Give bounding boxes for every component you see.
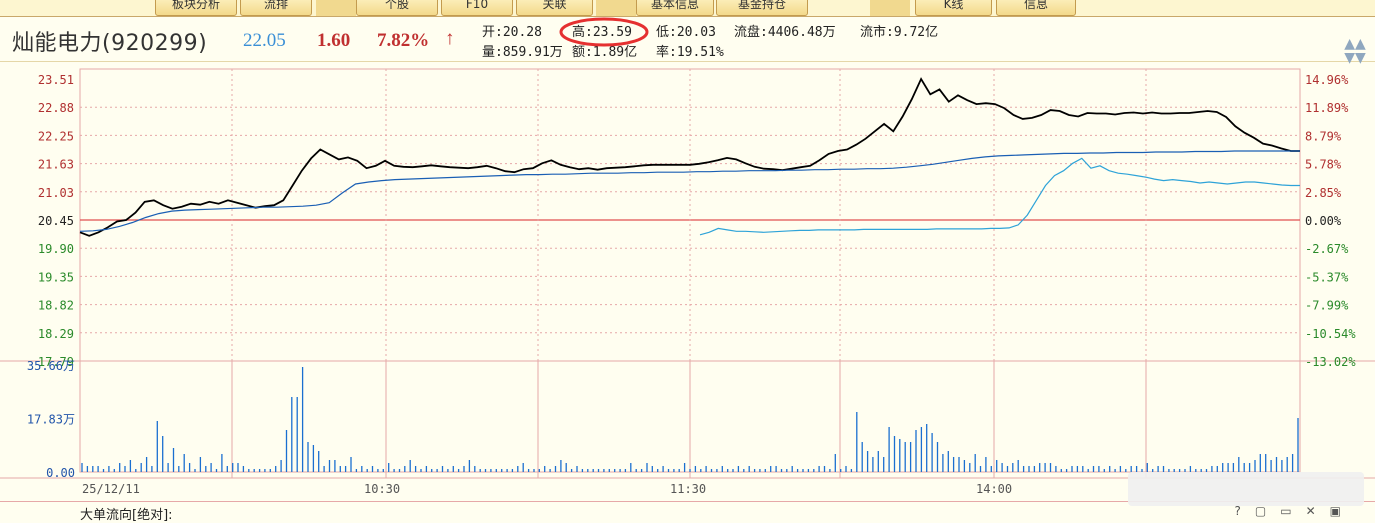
high-price: 高:23.59 [572,25,632,40]
y-tick-label-left: 19.90 [38,242,74,256]
tab-kline[interactable]: K线 [915,0,992,16]
y-tick-label-left: 22.25 [38,129,74,143]
y-tick-label-right: -5.37% [1305,270,1349,284]
toolbar-separator [316,0,356,16]
highlight-circle [559,17,649,47]
y-tick-label-right: -7.99% [1305,299,1349,313]
bottom-bar: 大单流向[绝对]: ?▢▭✕▣ [0,501,1375,523]
avg-price-line [79,150,1300,232]
tab-info[interactable]: 信息 [996,0,1076,16]
price-change: 1.60 [317,30,351,51]
y-tick-label-right: 11.89% [1305,101,1349,115]
quote-header: 灿能电力(920299) 22.05 1.60 7.82% ↑ 开:20.28 … [0,17,1375,65]
intraday-chart: 23.51 14.96% 22.88 11.89% 22.25 8.79% 21.63 5.7… [0,68,1375,496]
restore-icon[interactable]: ▢ [1254,504,1281,518]
x-tick-label: 25/12/11 [82,482,140,496]
float-shares: 流盘:4406.48万 [734,25,836,40]
toolbar-separator [870,0,910,16]
minimize-icon[interactable]: ▭ [1280,504,1306,518]
big-order-flow-label: 大单流向[绝对]: [80,508,173,523]
y-tick-label-left: 23.51 [38,73,74,87]
top-toolbar: 板块分析 流排 个股 F10 关联 基本信息 基金持仓 K线 信息 [0,0,1375,17]
y-tick-label-left: 17.79 [38,355,74,369]
tab-fund-holdings[interactable]: 基金持仓 [716,0,808,16]
y-tick-label-right: 2.85% [1305,186,1342,200]
x-tick-label: 10:30 [364,482,400,496]
y-tick-label-left: 19.35 [38,270,74,284]
float-cap: 流市:9.72亿 [860,25,939,40]
volume-y-tick-label: 0.00 [46,466,75,480]
y-tick-label-right: -13.02% [1305,355,1356,369]
price-change-pct: 7.82% [377,30,430,51]
tab-sector-analysis[interactable]: 板块分析 [155,0,237,16]
y-tick-label-right: 8.79% [1305,129,1342,143]
x-tick-label: 11:30 [670,482,706,496]
tab-related[interactable]: 关联 [516,0,593,16]
y-tick-label-right: 0.00% [1305,214,1342,228]
tab-f10[interactable]: F10 [441,0,513,16]
price-line [79,77,1300,237]
window-controls[interactable]: ?▢▭✕▣ [1235,504,1355,518]
y-tick-label-left: 21.03 [38,186,74,200]
y-tick-label-right: 14.96% [1305,73,1349,87]
turnover-rate: 率:19.51% [656,45,724,60]
tab-flow[interactable]: 流排 [240,0,312,16]
floating-thumbnail-strip [1128,472,1364,506]
tab-basic-info[interactable]: 基本信息 [636,0,714,16]
low-price: 低:20.03 [656,25,716,40]
y-tick-label-right: 5.78% [1305,158,1342,172]
help-icon[interactable]: ? [1234,504,1255,518]
y-tick-label-left: 18.82 [38,299,74,313]
y-tick-label-right: -2.67% [1305,242,1349,256]
layout-icon[interactable]: ▣ [1329,504,1355,518]
x-tick-label: 14:00 [976,482,1012,496]
toolbar-separator [596,0,636,16]
tab-stock[interactable]: 个股 [356,0,438,16]
amount-total: 额:1.89亿 [572,45,638,60]
volume-y-tick-label: 35.66万 [27,359,75,373]
collapse-expand-icon[interactable]: ▲▲ ▼▼ [1344,36,1366,66]
y-tick-label-left: 18.29 [38,327,74,341]
y-tick-label-right: -10.54% [1305,327,1356,341]
close-icon[interactable]: ✕ [1305,504,1330,518]
stock-name: 灿能电力(920299) [12,31,208,56]
y-tick-label-left: 22.88 [38,101,74,115]
up-arrow-icon: ↑ [445,28,455,49]
open-price: 开:20.28 [482,25,542,40]
volume-y-tick-label: 17.83万 [27,413,75,427]
secondary-line [699,157,1300,236]
y-tick-label-left: 20.45 [38,214,74,228]
y-tick-label-left: 21.63 [38,158,74,172]
current-price: 22.05 [243,30,286,51]
volume-total: 量:859.91万 [482,45,563,60]
